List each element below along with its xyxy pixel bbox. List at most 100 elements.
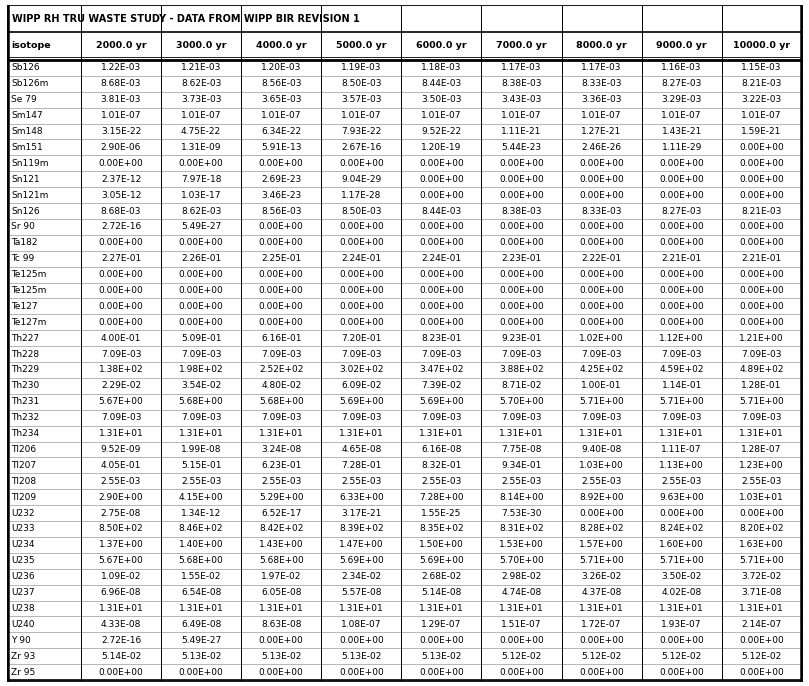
- Text: 0.00E+00: 0.00E+00: [339, 667, 383, 676]
- Text: 5.13E-02: 5.13E-02: [181, 652, 222, 661]
- Text: 9000.0 yr: 9000.0 yr: [656, 41, 707, 51]
- Bar: [8, 521, 801, 537]
- Text: 7.97E-18: 7.97E-18: [181, 175, 222, 184]
- Text: 0.00E+00: 0.00E+00: [499, 270, 544, 279]
- Text: 3.88E+02: 3.88E+02: [499, 366, 544, 375]
- Text: 5.49E-27: 5.49E-27: [181, 636, 221, 645]
- Text: 5.44E-23: 5.44E-23: [502, 143, 541, 152]
- Text: 8.27E-03: 8.27E-03: [662, 206, 702, 215]
- Text: 0.00E+00: 0.00E+00: [339, 159, 383, 168]
- Text: 0.00E+00: 0.00E+00: [579, 159, 624, 168]
- Text: 0.00E+00: 0.00E+00: [579, 191, 624, 200]
- Text: 0.00E+00: 0.00E+00: [739, 175, 784, 184]
- Text: 2.68E-02: 2.68E-02: [421, 572, 461, 581]
- Text: 0.00E+00: 0.00E+00: [579, 636, 624, 645]
- Text: 8.50E+02: 8.50E+02: [99, 525, 143, 534]
- Text: 8.33E-03: 8.33E-03: [582, 80, 622, 88]
- Bar: [8, 156, 801, 172]
- Text: 7.09E-03: 7.09E-03: [502, 350, 542, 359]
- Text: 5.69E+00: 5.69E+00: [419, 397, 464, 406]
- Text: 1.28E-01: 1.28E-01: [741, 381, 781, 390]
- Text: 7.09E-03: 7.09E-03: [662, 413, 702, 422]
- Text: 0.00E+00: 0.00E+00: [419, 175, 464, 184]
- Text: 6.05E-08: 6.05E-08: [261, 588, 302, 597]
- Text: 0.00E+00: 0.00E+00: [99, 286, 143, 295]
- Text: 0.00E+00: 0.00E+00: [339, 318, 383, 327]
- Text: 7.09E-03: 7.09E-03: [261, 350, 302, 359]
- Text: 6.49E-08: 6.49E-08: [181, 620, 222, 629]
- Text: 3.81E-03: 3.81E-03: [101, 95, 142, 104]
- Text: 0.00E+00: 0.00E+00: [179, 286, 223, 295]
- Text: 6.23E-01: 6.23E-01: [261, 461, 302, 470]
- Text: 1.11E-21: 1.11E-21: [502, 127, 542, 136]
- Text: 1.23E+00: 1.23E+00: [739, 461, 784, 470]
- Text: 5.68E+00: 5.68E+00: [179, 556, 223, 565]
- Text: 1.31E+01: 1.31E+01: [259, 429, 303, 438]
- Bar: [8, 425, 801, 442]
- Text: 5.67E+00: 5.67E+00: [99, 397, 143, 406]
- Text: 8.68E-03: 8.68E-03: [101, 80, 142, 88]
- Text: Tl209: Tl209: [11, 493, 36, 501]
- Text: 7.09E-03: 7.09E-03: [341, 350, 382, 359]
- Text: 2.37E-12: 2.37E-12: [101, 175, 141, 184]
- Text: 0.00E+00: 0.00E+00: [579, 222, 624, 231]
- Text: 0.00E+00: 0.00E+00: [499, 286, 544, 295]
- Text: 5.91E-13: 5.91E-13: [261, 143, 302, 152]
- Text: 0.00E+00: 0.00E+00: [739, 508, 784, 517]
- Text: 0.00E+00: 0.00E+00: [579, 508, 624, 517]
- Text: 0.00E+00: 0.00E+00: [339, 270, 383, 279]
- Text: Sb126: Sb126: [11, 63, 40, 73]
- Text: 1.97E-02: 1.97E-02: [261, 572, 302, 581]
- Text: 7.09E-03: 7.09E-03: [341, 413, 382, 422]
- Text: 0.00E+00: 0.00E+00: [419, 302, 464, 311]
- Bar: [8, 664, 801, 680]
- Text: 1.01E-07: 1.01E-07: [261, 111, 302, 120]
- Text: 7.09E-03: 7.09E-03: [101, 350, 142, 359]
- Text: 0.00E+00: 0.00E+00: [739, 238, 784, 248]
- Text: Sb126m: Sb126m: [11, 80, 49, 88]
- Bar: [8, 584, 801, 600]
- Text: 6.52E-17: 6.52E-17: [261, 508, 302, 517]
- Text: 0.00E+00: 0.00E+00: [419, 159, 464, 168]
- Text: 8.20E+02: 8.20E+02: [739, 525, 784, 534]
- Text: 7.75E-08: 7.75E-08: [502, 445, 542, 454]
- Bar: [8, 108, 801, 123]
- Text: 1.55E-02: 1.55E-02: [181, 572, 222, 581]
- Text: 7.09E-03: 7.09E-03: [582, 413, 622, 422]
- Text: Tc 99: Tc 99: [11, 255, 34, 263]
- Text: 1.17E-03: 1.17E-03: [582, 63, 622, 73]
- Text: 0.00E+00: 0.00E+00: [179, 270, 223, 279]
- Text: 3.50E-02: 3.50E-02: [662, 572, 702, 581]
- Text: 3.73E-03: 3.73E-03: [181, 95, 222, 104]
- Text: 3.29E-03: 3.29E-03: [662, 95, 702, 104]
- Bar: [8, 537, 801, 553]
- Text: 1.31E+01: 1.31E+01: [259, 604, 303, 613]
- Bar: [8, 473, 801, 489]
- Text: 1.31E+01: 1.31E+01: [179, 429, 223, 438]
- Text: 1.17E-03: 1.17E-03: [502, 63, 542, 73]
- Bar: [8, 123, 801, 139]
- Text: 5.57E-08: 5.57E-08: [341, 588, 382, 597]
- Text: 3.26E-02: 3.26E-02: [582, 572, 621, 581]
- Text: 8.56E-03: 8.56E-03: [261, 80, 302, 88]
- Text: 2.55E-03: 2.55E-03: [741, 477, 781, 486]
- Bar: [8, 6, 801, 32]
- Text: 1.02E+00: 1.02E+00: [579, 333, 624, 343]
- Bar: [8, 458, 801, 473]
- Text: Th229: Th229: [11, 366, 39, 375]
- Text: 7.09E-03: 7.09E-03: [421, 350, 462, 359]
- Text: 1.47E+00: 1.47E+00: [339, 541, 383, 549]
- Text: 2.55E-03: 2.55E-03: [261, 477, 302, 486]
- Text: 0.00E+00: 0.00E+00: [99, 667, 143, 676]
- Text: 1.01E-07: 1.01E-07: [421, 111, 462, 120]
- Text: 0.00E+00: 0.00E+00: [659, 636, 704, 645]
- Text: 5.13E-02: 5.13E-02: [421, 652, 462, 661]
- Text: Tl206: Tl206: [11, 445, 36, 454]
- Text: 1.20E-19: 1.20E-19: [421, 143, 462, 152]
- Text: 2.55E-03: 2.55E-03: [181, 477, 222, 486]
- Text: 2.55E-03: 2.55E-03: [421, 477, 462, 486]
- Text: 5.69E+00: 5.69E+00: [339, 397, 383, 406]
- Text: 8.46E+02: 8.46E+02: [179, 525, 223, 534]
- Text: 8.62E-03: 8.62E-03: [181, 80, 222, 88]
- Text: 3.36E-03: 3.36E-03: [582, 95, 622, 104]
